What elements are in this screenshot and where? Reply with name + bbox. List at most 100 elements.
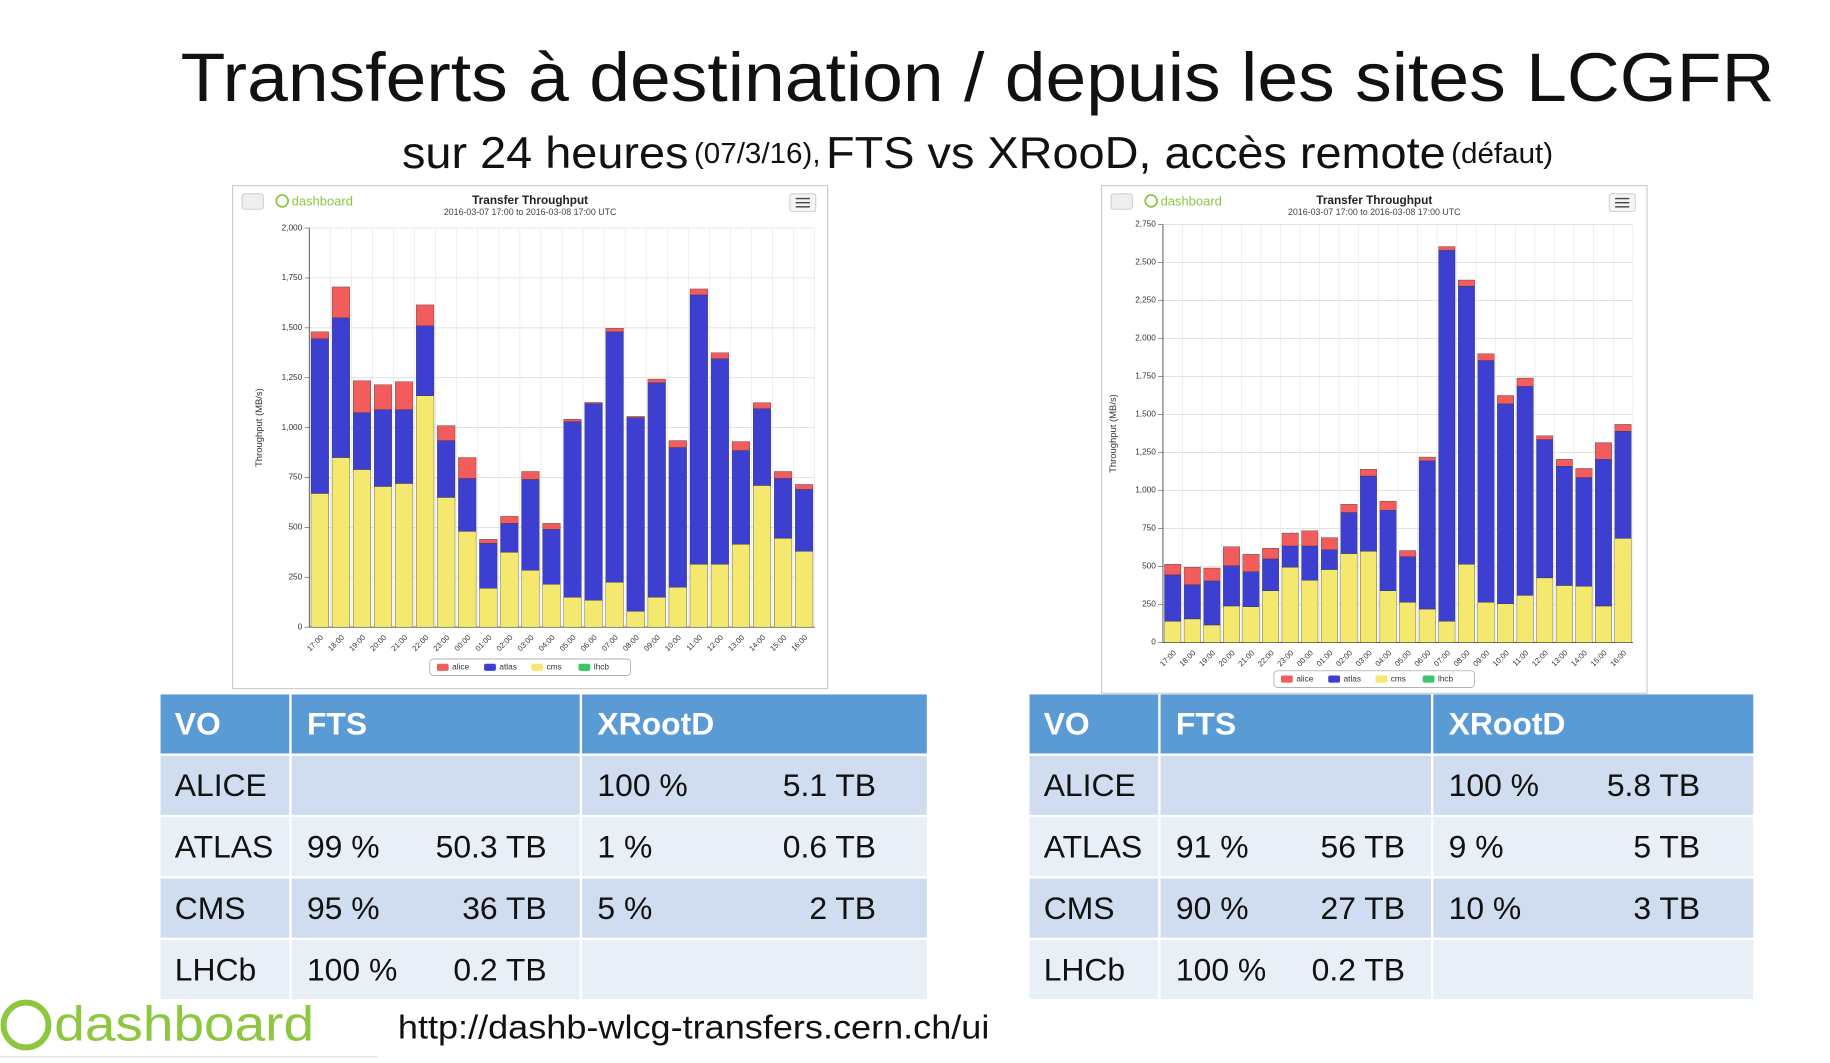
cell-text: 100 % xyxy=(307,951,397,987)
bar-segment xyxy=(689,564,708,628)
header-cell xyxy=(291,694,580,754)
bar-segment xyxy=(1340,553,1358,643)
bar-segment xyxy=(668,440,687,448)
bar-segment xyxy=(1477,602,1495,643)
footer-url: http://dashb-wlcg-transfers.cern.ch/ui xyxy=(398,1009,990,1046)
bar-segment xyxy=(1242,571,1260,607)
bar-segment xyxy=(668,587,687,628)
cell-text: 5.1 TB xyxy=(783,767,876,803)
cell-text: CMS xyxy=(175,890,246,926)
bar-segment xyxy=(795,551,814,628)
cell-text: ALICE xyxy=(175,767,267,803)
subtitle-part: FTS vs XRooD, accès remote xyxy=(826,127,1446,178)
bar-segment xyxy=(689,294,708,565)
legend-label: atlas xyxy=(499,662,516,671)
header-label: XRootD xyxy=(1449,706,1566,742)
y-tick-label: 1,000 xyxy=(1135,486,1156,495)
bar-segment xyxy=(605,582,624,628)
y-tick-label: 2,000 xyxy=(282,223,303,232)
y-tick-label: 750 xyxy=(1142,524,1156,533)
header-label: FTS xyxy=(1176,706,1236,742)
bar-segment xyxy=(1379,500,1397,511)
legend-label: lhcb xyxy=(594,662,610,671)
bar-segment xyxy=(1555,585,1573,643)
subtitle-part: (07/3/16), xyxy=(694,139,821,171)
legend-swatch xyxy=(1281,675,1293,683)
bar-segment xyxy=(1242,606,1260,643)
table-cell xyxy=(160,817,290,877)
cell-text: 2 TB xyxy=(809,890,876,926)
bar-segment xyxy=(331,317,350,458)
table-cell xyxy=(1029,817,1159,877)
bar-segment xyxy=(437,440,456,498)
cell-text: 100 % xyxy=(1176,951,1266,987)
table-cell xyxy=(291,755,580,815)
bar-segment xyxy=(1536,435,1554,440)
bar-segment xyxy=(1497,403,1514,604)
bar-segment xyxy=(1458,285,1475,565)
bar-segment xyxy=(374,409,393,487)
bar-segment xyxy=(310,331,329,339)
bar-segment xyxy=(605,331,624,583)
cell-text: 0.2 TB xyxy=(453,951,546,987)
bar-segment xyxy=(710,358,729,565)
legend-box xyxy=(429,658,631,676)
legend-label: alice xyxy=(1296,674,1313,683)
header-label: XRootD xyxy=(597,706,714,742)
bar-segment xyxy=(1595,459,1612,607)
legend-swatch xyxy=(578,663,591,671)
footer-logo-icon xyxy=(0,999,52,1051)
bar-segment xyxy=(416,395,435,628)
bar-segment xyxy=(1595,442,1612,460)
bar-segment xyxy=(458,531,477,628)
table-cell xyxy=(1160,878,1431,938)
bar-segment xyxy=(1477,353,1495,361)
legend-swatch xyxy=(484,663,496,671)
y-tick-label: 750 xyxy=(288,473,302,482)
table-cell xyxy=(1160,755,1431,815)
y-tick-label: 250 xyxy=(288,572,302,581)
table-cell xyxy=(291,940,580,1000)
y-tick-label: 2,000 xyxy=(1135,334,1156,343)
table-cell xyxy=(582,817,927,877)
bar-segment xyxy=(605,328,624,333)
tool-button xyxy=(241,193,264,210)
bar-segment xyxy=(752,408,772,486)
subtitle-part: sur 24 heures xyxy=(402,127,688,178)
bar-segment xyxy=(1438,250,1456,622)
cell-text: ALICE xyxy=(1044,767,1136,803)
cell-text: 9 % xyxy=(1449,829,1504,865)
bar-segment xyxy=(395,409,414,484)
bar-segment xyxy=(795,489,814,552)
cell-text: 5 % xyxy=(597,890,652,926)
bar-segment xyxy=(458,457,477,479)
legend-swatch xyxy=(1375,675,1388,683)
bar-segment xyxy=(563,421,582,598)
bar-segment xyxy=(584,600,603,628)
cell-text: 5.8 TB xyxy=(1607,767,1700,803)
cell-text: 100 % xyxy=(597,767,687,803)
y-axis-label: Throughput (MB/s) xyxy=(1108,394,1119,473)
bar-segment xyxy=(1418,608,1436,643)
legend-box xyxy=(1273,670,1475,688)
y-tick-label: 1,500 xyxy=(282,323,303,332)
bar-segment xyxy=(1183,618,1201,643)
bar-segment xyxy=(647,597,666,628)
chart-subtitle: 2016-03-07 17:00 to 2016-03-08 17:00 UTC xyxy=(444,207,617,217)
bar-segment xyxy=(500,523,519,553)
bar-segment xyxy=(1183,584,1201,620)
table-cell xyxy=(1433,755,1754,815)
legend-swatch xyxy=(1422,675,1435,683)
bar-segment xyxy=(752,485,772,628)
y-tick-label: 0 xyxy=(298,622,303,631)
cell-text: 36 TB xyxy=(462,890,546,926)
table-cell xyxy=(1160,817,1431,877)
tool-button xyxy=(1110,193,1133,210)
cell-text: 90 % xyxy=(1176,890,1249,926)
bar-segment xyxy=(1164,574,1182,622)
table-cell xyxy=(291,878,580,938)
bar-segment xyxy=(668,447,687,588)
cell-text: 56 TB xyxy=(1321,829,1405,865)
